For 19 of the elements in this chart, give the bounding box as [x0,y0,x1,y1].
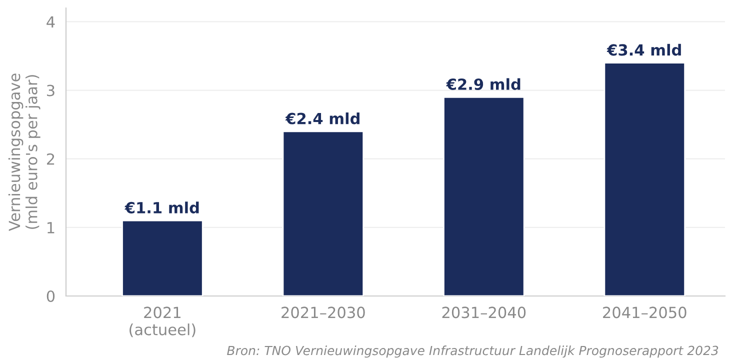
y-tick-label: 0 [46,290,55,302]
data-label: €2.9 mld [446,78,520,90]
x-tick-label: 2041–2050 [603,306,686,318]
bar [604,62,686,296]
y-tick-label: 4 [46,16,55,28]
text: Bron: TNO Vernieuwingsopgave Infrastructuur Landelijk Prognoserapport 2023 [227,346,718,358]
y-axis-title: Vernieuwingsopgave (mld euro's per jaar) [8,74,40,232]
bar [282,130,364,296]
y-tick-label: 2 [46,153,54,165]
x-tick-label: 2031–2040 [442,306,526,318]
data-label: €2.4 mld [285,112,360,124]
data-label: €1.1 mld [124,202,199,214]
x-tick-label: 2021 (actueel) [130,306,196,338]
y-tick-label: 1 [48,222,54,234]
y-tick-label: 3 [47,84,54,96]
bar [443,96,525,296]
bar [122,220,204,296]
x-tick-label: 2021–2030 [282,306,365,318]
data-label: €3.4 mld [606,44,681,56]
